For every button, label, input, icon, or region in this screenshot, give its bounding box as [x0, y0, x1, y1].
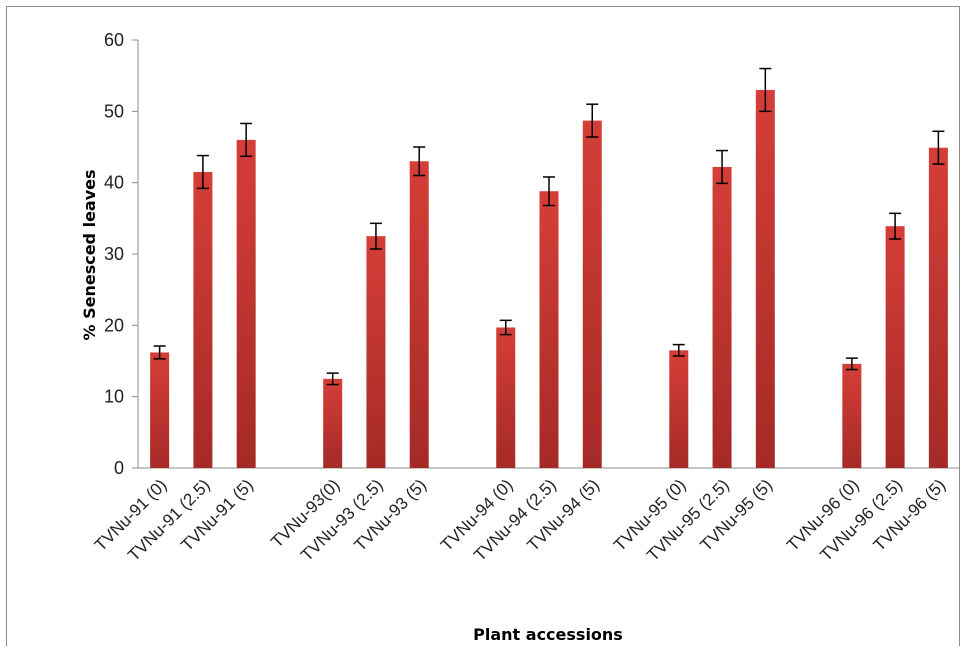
- y-tick-label: 10: [104, 387, 124, 407]
- y-tick-label: 40: [104, 173, 124, 193]
- y-tick-label: 50: [104, 101, 124, 121]
- error-bars: [153, 67, 945, 386]
- chart-frame: [6, 6, 960, 646]
- axes: 0 10 20 30 40 50 60: [104, 30, 960, 478]
- bar: [928, 147, 948, 469]
- bar: [409, 161, 429, 468]
- category-labels: TVNu-91 (0)TVNu-91 (2.5)TVNu-91 (5) TVNu-…: [91, 475, 949, 565]
- y-tick-label: 20: [104, 315, 124, 335]
- bar: [669, 350, 689, 468]
- y-axis-title: % Senesced leaves: [80, 169, 99, 340]
- bar: [323, 378, 343, 468]
- bar: [193, 171, 213, 468]
- bar: [755, 89, 775, 468]
- bar: [539, 191, 559, 468]
- bar: [582, 120, 602, 469]
- bar: [885, 226, 905, 468]
- bar: [842, 363, 862, 468]
- bars: [150, 89, 948, 469]
- bar: [150, 352, 170, 468]
- y-tick-label: 30: [104, 244, 124, 264]
- y-tick-label: 0: [114, 458, 124, 478]
- y-tick-label: 60: [104, 30, 124, 50]
- bar: [712, 166, 732, 468]
- bar: [236, 139, 256, 468]
- bar: [366, 236, 386, 468]
- x-axis-title: Plant accessions: [473, 625, 623, 644]
- bar: [496, 327, 516, 468]
